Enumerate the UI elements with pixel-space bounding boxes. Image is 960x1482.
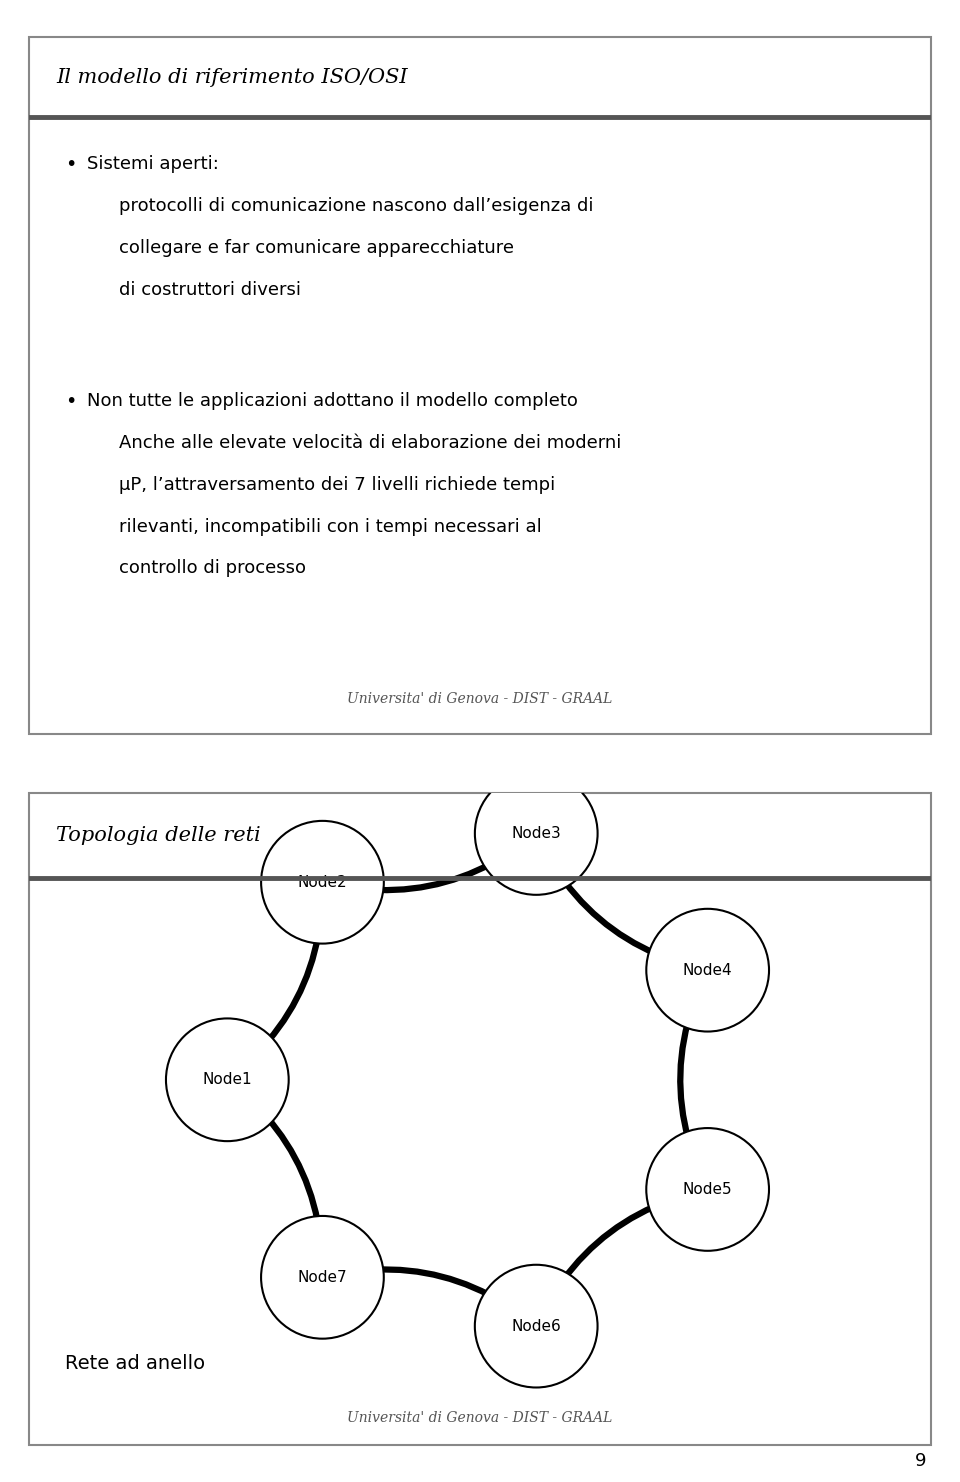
Text: μP, l’attraversamento dei 7 livelli richiede tempi: μP, l’attraversamento dei 7 livelli rich…	[119, 476, 555, 494]
Text: Anche alle elevate velocità di elaborazione dei moderni: Anche alle elevate velocità di elaborazi…	[119, 434, 621, 452]
FancyArrowPatch shape	[256, 1106, 323, 1239]
Text: Node3: Node3	[512, 825, 561, 840]
Text: Node2: Node2	[298, 874, 348, 889]
Text: protocolli di comunicazione nascono dall’esigenza di: protocolli di comunicazione nascono dall…	[119, 197, 593, 215]
FancyArrowPatch shape	[554, 867, 670, 960]
Text: Topologia delle reti: Topologia delle reti	[56, 825, 260, 845]
Ellipse shape	[261, 1215, 384, 1338]
Text: Node4: Node4	[683, 963, 732, 978]
FancyArrowPatch shape	[361, 1263, 506, 1306]
Text: Rete ad anello: Rete ad anello	[65, 1353, 205, 1372]
Text: 9: 9	[915, 1452, 926, 1470]
Text: Node7: Node7	[298, 1270, 348, 1285]
Ellipse shape	[261, 821, 384, 944]
Text: Node1: Node1	[203, 1073, 252, 1088]
Ellipse shape	[475, 1264, 597, 1387]
Text: Sistemi aperti:: Sistemi aperti:	[87, 156, 219, 173]
Text: Il modello di riferimento ISO/OSI: Il modello di riferimento ISO/OSI	[56, 68, 407, 86]
Text: di costruttori diversi: di costruttori diversi	[119, 282, 301, 299]
FancyArrowPatch shape	[555, 1199, 671, 1292]
Text: Non tutte le applicazioni adottano il modello completo: Non tutte le applicazioni adottano il mo…	[87, 393, 578, 411]
Text: controllo di processo: controllo di processo	[119, 560, 306, 578]
Ellipse shape	[475, 772, 598, 895]
Text: Universita' di Genova - DIST - GRAAL: Universita' di Genova - DIST - GRAAL	[348, 1411, 612, 1426]
Text: collegare e far comunicare apparecchiature: collegare e far comunicare apparecchiatu…	[119, 239, 514, 256]
Ellipse shape	[646, 908, 769, 1031]
FancyArrowPatch shape	[679, 1005, 695, 1153]
Text: •: •	[65, 393, 76, 412]
Text: rilevanti, incompatibili con i tempi necessari al: rilevanti, incompatibili con i tempi nec…	[119, 517, 541, 535]
Text: Node5: Node5	[683, 1183, 732, 1197]
Ellipse shape	[166, 1018, 289, 1141]
FancyArrowPatch shape	[361, 857, 505, 892]
Ellipse shape	[646, 1128, 769, 1251]
FancyArrowPatch shape	[255, 922, 325, 1055]
Text: •: •	[65, 156, 76, 175]
Text: Universita' di Genova - DIST - GRAAL: Universita' di Genova - DIST - GRAAL	[348, 692, 612, 705]
Text: Node6: Node6	[512, 1319, 561, 1334]
